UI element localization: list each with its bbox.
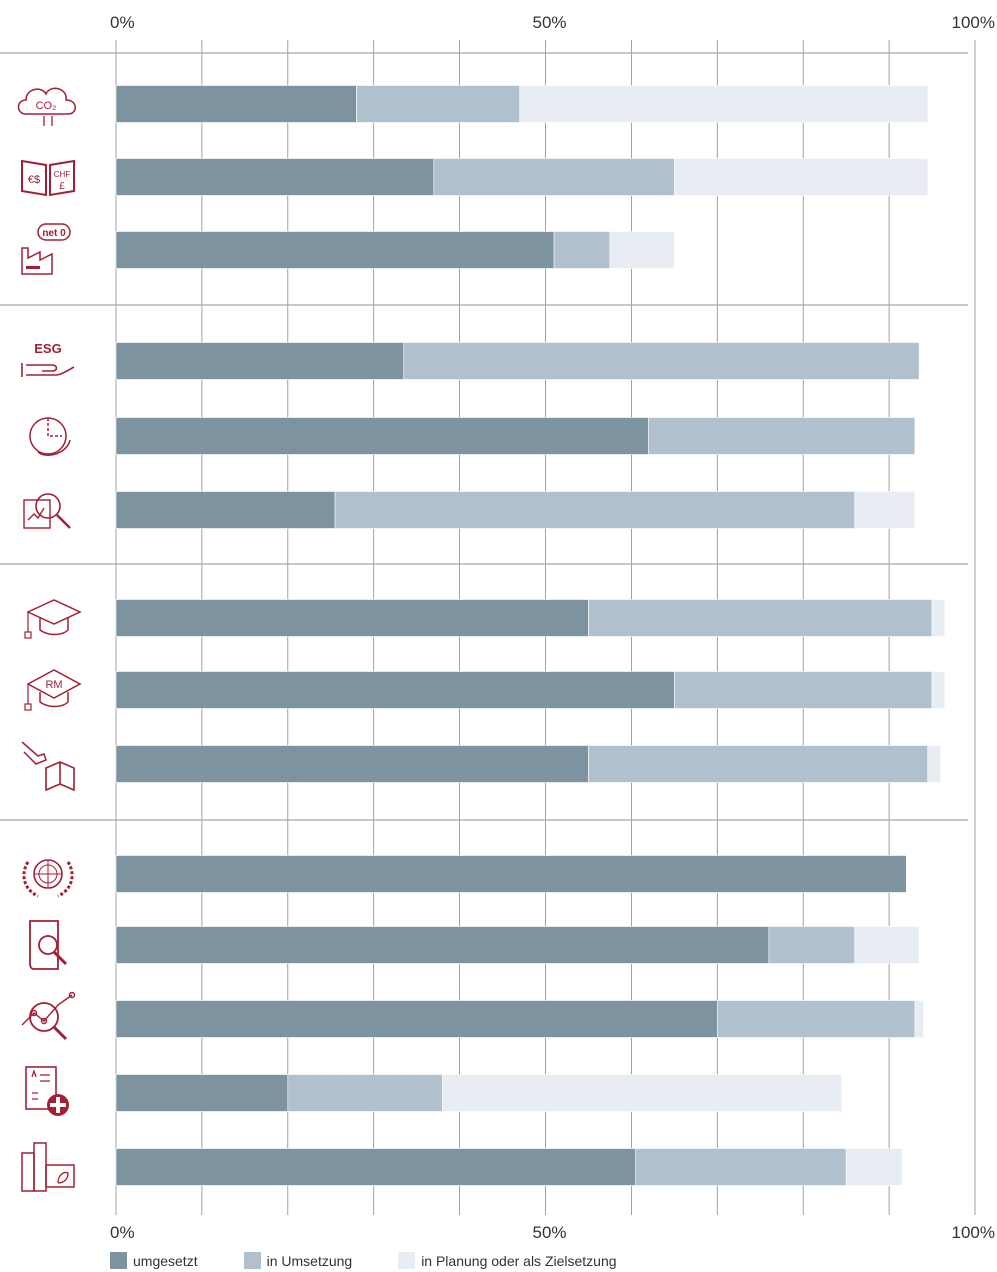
bar-umgesetzt — [115, 85, 357, 123]
bar-in-umsetzung — [403, 342, 920, 380]
bar-umgesetzt — [115, 158, 435, 196]
bar-umgesetzt — [115, 417, 649, 455]
bar-in-umsetzung — [635, 1148, 847, 1186]
bar-umgesetzt — [115, 231, 555, 269]
bar-umgesetzt — [115, 745, 589, 783]
bar-umgesetzt — [115, 855, 907, 893]
legend-label-umgesetzt: umgesetzt — [133, 1252, 198, 1269]
bar-umgesetzt — [115, 599, 589, 637]
stacked-bar-chart: 0% 0% 50% 50% 100% 100% CO₂ €$ CHF £ net 0 ES… — [0, 13, 995, 1242]
legend-swatch-umgesetzt — [110, 1252, 127, 1269]
legend: umgesetzt in Umsetzung in Planung oder a… — [110, 1252, 663, 1269]
svg-text:ESG: ESG — [34, 341, 61, 356]
legend-item-in-planung: in Planung oder als Zielsetzung — [398, 1252, 617, 1269]
legend-item-in-umsetzung: in Umsetzung — [243, 1252, 353, 1269]
graduation-cap-icon — [24, 599, 82, 639]
bar-in-planung — [854, 926, 920, 964]
legend-label-in-umsetzung: in Umsetzung — [266, 1252, 353, 1269]
x-tick-label-top: 50% — [532, 13, 566, 32]
bar-in-planung — [674, 158, 929, 196]
x-tick-label-bottom: 0% — [110, 1223, 135, 1242]
svg-text:£: £ — [59, 181, 65, 192]
bar-in-umsetzung — [356, 85, 521, 123]
currency-book-icon: €$ CHF £ — [21, 159, 75, 197]
x-tick-label-top: 100% — [952, 13, 995, 32]
circular-chart-icon — [29, 417, 71, 456]
bar-in-umsetzung — [287, 1074, 443, 1112]
legend-item-umgesetzt: umgesetzt — [110, 1252, 198, 1269]
analytics-magnifier-icon — [21, 991, 76, 1041]
bar-in-planung — [442, 1074, 843, 1112]
legend-swatch-in-umsetzung — [243, 1252, 261, 1269]
x-tick-label-top: 0% — [110, 13, 135, 32]
esg-hand-icon: ESG — [21, 341, 75, 377]
bar-in-planung — [931, 599, 946, 637]
bar-in-umsetzung — [674, 671, 933, 709]
bar-in-umsetzung — [553, 231, 611, 269]
bar-umgesetzt — [115, 1148, 636, 1186]
bar-in-umsetzung — [334, 491, 856, 529]
rm-graduation-cap-icon: RM — [24, 669, 82, 711]
svg-text:CO₂: CO₂ — [36, 100, 57, 112]
magnifier-report-icon — [23, 493, 71, 529]
green-building-icon — [21, 1142, 75, 1192]
bar-umgesetzt — [115, 491, 336, 529]
bar-in-planung — [927, 745, 941, 783]
bar-in-planung — [854, 491, 916, 529]
net-zero-factory-icon: net 0 — [21, 223, 71, 275]
bar-in-planung — [519, 85, 929, 123]
bar-umgesetzt — [115, 1074, 289, 1112]
bar-umgesetzt — [115, 926, 770, 964]
bar-in-umsetzung — [588, 745, 929, 783]
bar-in-umsetzung — [716, 1000, 916, 1038]
bar-in-umsetzung — [768, 926, 856, 964]
health-checklist-icon — [25, 1066, 69, 1116]
legend-label-in-planung: in Planung oder als Zielsetzung — [421, 1252, 617, 1269]
bar-umgesetzt — [115, 342, 405, 380]
bar-in-umsetzung — [433, 158, 675, 196]
bar-in-planung — [609, 231, 675, 269]
bar-in-planung — [845, 1148, 903, 1186]
svg-text:RM: RM — [45, 679, 62, 691]
bar-in-umsetzung — [588, 599, 933, 637]
svg-text:€$: €$ — [28, 174, 40, 186]
legend-swatch-in-planung — [398, 1252, 416, 1269]
x-tick-label-bottom: 50% — [532, 1223, 566, 1242]
bar-in-planung — [914, 1000, 924, 1038]
bar-in-umsetzung — [648, 417, 916, 455]
svg-text:CHF: CHF — [54, 170, 71, 179]
hand-book-icon — [21, 741, 75, 792]
un-emblem-icon — [22, 859, 74, 898]
svg-text:net 0: net 0 — [42, 228, 66, 239]
bar-umgesetzt — [115, 671, 675, 709]
bar-in-planung — [931, 671, 946, 709]
x-tick-label-bottom: 100% — [952, 1223, 995, 1242]
bar-umgesetzt — [115, 1000, 718, 1038]
co2-cloud-icon: CO₂ — [17, 87, 76, 126]
book-search-icon — [29, 920, 68, 970]
